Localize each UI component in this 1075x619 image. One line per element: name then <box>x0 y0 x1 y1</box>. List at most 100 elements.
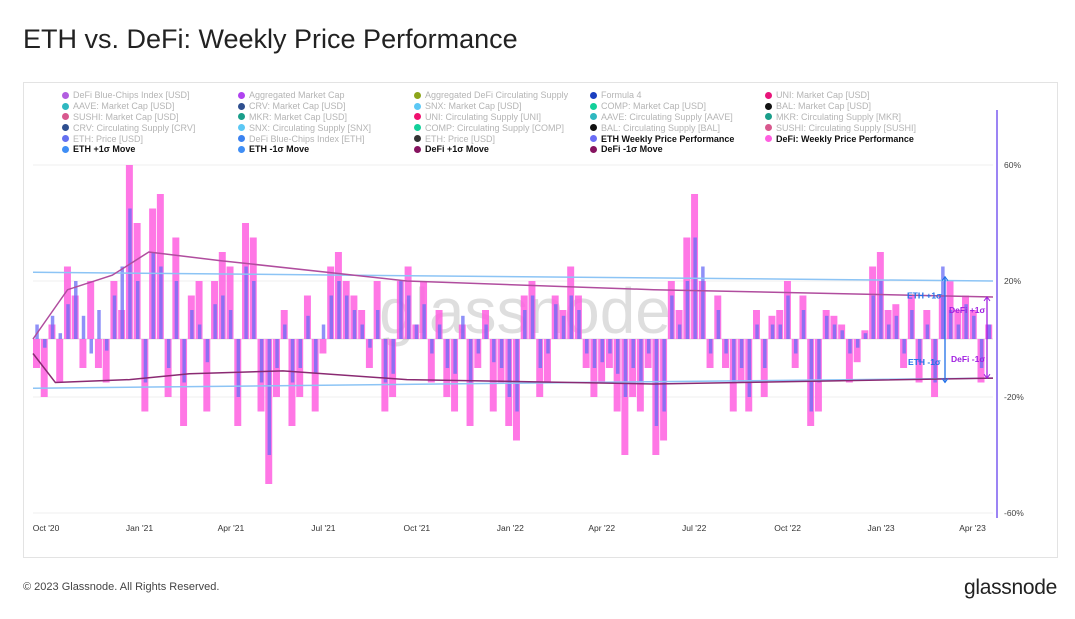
eth-bar <box>530 295 535 339</box>
x-tick-label: Jan '21 <box>126 523 153 533</box>
legend-item[interactable]: BAL: Circulating Supply [BAL] <box>590 122 765 133</box>
legend-item[interactable]: ETH: Price [USD] <box>62 133 238 144</box>
eth-bar <box>608 339 612 354</box>
annotation-label: DeFi +1σ <box>949 305 985 315</box>
eth-bar <box>337 281 341 339</box>
eth-bar <box>135 281 140 339</box>
legend-label: ETH Weekly Price Performance <box>601 133 735 144</box>
legend-dot-icon <box>62 145 69 153</box>
legend-item[interactable]: ETH +1σ Move <box>62 144 238 155</box>
eth-bar <box>453 339 457 374</box>
eth-bar <box>352 310 357 339</box>
x-tick-label: Jul '22 <box>682 523 707 533</box>
legend-item[interactable]: AAVE: Circulating Supply [AAVE] <box>590 112 765 123</box>
legend-label: SNX: Market Cap [USD] <box>425 101 522 112</box>
legend-item[interactable]: DeFi Blue-Chips Index [ETH] <box>238 133 414 144</box>
legend-item[interactable]: SNX: Circulating Supply [SNX] <box>238 122 414 133</box>
legend-dot-icon <box>238 102 245 110</box>
legend-label: CRV: Circulating Supply [CRV] <box>73 122 196 133</box>
legend-item[interactable]: DeFi: Weekly Price Performance <box>765 133 965 144</box>
defi-sigma-arrow-head-icon <box>983 373 991 379</box>
legend-item[interactable]: MKR: Market Cap [USD] <box>238 112 414 123</box>
legend-item[interactable]: Aggregated DeFi Circulating Supply <box>414 90 590 101</box>
legend-item[interactable]: SUSHI: Market Cap [USD] <box>62 112 238 123</box>
legend-item[interactable]: Formula 4 <box>590 90 765 101</box>
eth-bar <box>677 324 682 339</box>
legend-label: Aggregated DeFi Circulating Supply <box>425 90 569 101</box>
eth-bar <box>600 339 604 363</box>
x-tick-label: Oct '22 <box>774 523 801 533</box>
eth-bar <box>283 324 287 339</box>
legend-item[interactable]: DeFi Blue-Chips Index [USD] <box>62 90 238 101</box>
defi-sigma-arrow-head-icon <box>983 296 991 302</box>
defi-1-moveline <box>32 353 994 385</box>
legend-dot-icon <box>765 91 772 99</box>
legend-item[interactable]: CRV: Circulating Supply [CRV] <box>62 122 238 133</box>
defi-bar <box>451 339 459 412</box>
eth-bar <box>383 339 388 383</box>
eth-bar <box>236 339 241 397</box>
legend-label: DeFi: Weekly Price Performance <box>776 133 914 144</box>
defi-bar <box>613 339 621 412</box>
eth-bar <box>515 339 519 412</box>
legend-item[interactable]: CRV: Market Cap [USD] <box>238 101 414 112</box>
defi-bar <box>427 339 435 383</box>
eth-bar <box>414 324 419 339</box>
legend-dot-icon <box>62 124 69 132</box>
legend-dot-icon <box>238 113 245 121</box>
legend-item[interactable]: COMP: Circulating Supply [COMP] <box>414 122 590 133</box>
defi-bar <box>33 339 40 368</box>
eth-bar <box>360 324 364 339</box>
eth-bar <box>213 304 217 339</box>
legend-item[interactable]: UNI: Market Cap [USD] <box>765 90 965 101</box>
legend-dot-icon <box>414 113 421 121</box>
eth-bar <box>391 339 395 374</box>
legend-label: AAVE: Circulating Supply [AAVE] <box>601 111 733 122</box>
eth-bar <box>925 324 930 339</box>
legend-item[interactable]: SUSHI: Circulating Supply [SUSHI] <box>765 122 965 133</box>
defi-bar <box>311 339 319 412</box>
eth-bar <box>863 333 868 339</box>
legend-item[interactable]: SNX: Market Cap [USD] <box>414 101 590 112</box>
eth-bar <box>577 310 581 339</box>
eth-bar <box>43 339 47 348</box>
chart-panel <box>23 82 1058 558</box>
eth-bar <box>554 304 558 339</box>
y-tick-label: -60% <box>1004 508 1024 518</box>
eth-bar <box>507 339 512 397</box>
defi-bar <box>63 266 71 339</box>
eth-bar <box>476 339 481 354</box>
legend-item[interactable]: DeFi +1σ Move <box>414 144 590 155</box>
legend-item[interactable]: Aggregated Market Cap <box>238 90 414 101</box>
eth-bar <box>917 339 922 363</box>
eth-bar <box>97 310 101 339</box>
legend-label: DeFi Blue-Chips Index [USD] <box>73 90 190 101</box>
legend-item[interactable]: DeFi -1σ Move <box>590 144 765 155</box>
legend-item[interactable]: ETH: Price [USD] <box>414 133 590 144</box>
legend-item[interactable]: ETH Weekly Price Performance <box>590 133 765 144</box>
legend-item[interactable]: COMP: Market Cap [USD] <box>590 101 765 112</box>
eth-bar <box>646 339 651 354</box>
legend-label: Formula 4 <box>601 90 642 101</box>
x-tick-label: Jan '23 <box>868 523 895 533</box>
eth-bar <box>623 339 628 397</box>
eth-bar <box>406 295 411 339</box>
defi-bar <box>543 339 551 383</box>
legend-dot-icon <box>62 135 69 143</box>
legend-item[interactable]: MKR: Circulating Supply [MKR] <box>765 112 965 123</box>
legend-label: COMP: Market Cap [USD] <box>601 101 707 112</box>
legend-dot-icon <box>414 124 421 132</box>
eth-bar <box>159 266 163 339</box>
eth-bar <box>701 266 705 339</box>
eth-bar <box>561 315 566 339</box>
eth-bar <box>267 339 272 455</box>
legend-item[interactable]: ETH -1σ Move <box>238 144 414 155</box>
eth-bar <box>809 339 813 412</box>
legend-item[interactable]: AAVE: Market Cap [USD] <box>62 101 238 112</box>
eth-bar <box>708 339 713 354</box>
legend-item[interactable]: UNI: Circulating Supply [UNI] <box>414 112 590 123</box>
legend-label: ETH: Price [USD] <box>73 133 144 144</box>
eth-bar <box>538 339 543 368</box>
legend-item[interactable]: BAL: Market Cap [USD] <box>765 101 965 112</box>
